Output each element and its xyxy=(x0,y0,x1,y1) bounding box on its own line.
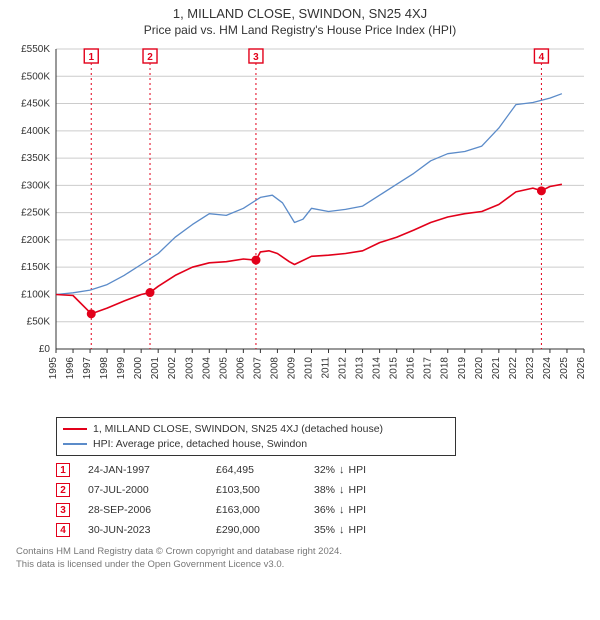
svg-text:£400K: £400K xyxy=(21,126,50,137)
chart-title: 1, MILLAND CLOSE, SWINDON, SN25 4XJ xyxy=(0,6,600,21)
sale-diff-rel: HPI xyxy=(349,524,367,536)
sale-price: £290,000 xyxy=(216,524,296,536)
svg-text:2013: 2013 xyxy=(355,357,366,380)
sale-diff-pct: 36% xyxy=(314,504,335,516)
arrow-down-icon: ↓ xyxy=(339,504,345,516)
sale-date: 30-JUN-2023 xyxy=(88,524,198,536)
svg-text:1996: 1996 xyxy=(65,357,76,380)
svg-text:1997: 1997 xyxy=(82,357,93,380)
svg-text:2025: 2025 xyxy=(559,357,570,380)
svg-text:2026: 2026 xyxy=(576,357,587,380)
svg-text:2010: 2010 xyxy=(303,357,314,380)
svg-text:2014: 2014 xyxy=(372,357,383,380)
svg-text:2020: 2020 xyxy=(474,357,485,380)
legend: 1, MILLAND CLOSE, SWINDON, SN25 4XJ (det… xyxy=(56,417,456,456)
svg-text:2022: 2022 xyxy=(508,357,519,380)
chart-subtitle: Price paid vs. HM Land Registry's House … xyxy=(0,23,600,37)
svg-text:2007: 2007 xyxy=(252,357,263,380)
svg-text:2: 2 xyxy=(147,52,153,63)
legend-swatch xyxy=(63,443,87,445)
svg-text:2011: 2011 xyxy=(321,357,332,379)
arrow-down-icon: ↓ xyxy=(339,484,345,496)
svg-text:£150K: £150K xyxy=(21,262,50,273)
svg-text:2016: 2016 xyxy=(406,357,417,380)
svg-text:2005: 2005 xyxy=(218,357,229,380)
svg-text:£500K: £500K xyxy=(21,71,50,82)
sale-date: 07-JUL-2000 xyxy=(88,484,198,496)
svg-text:2008: 2008 xyxy=(269,357,280,380)
legend-label: 1, MILLAND CLOSE, SWINDON, SN25 4XJ (det… xyxy=(93,422,383,437)
svg-text:2003: 2003 xyxy=(184,357,195,380)
legend-label: HPI: Average price, detached house, Swin… xyxy=(93,437,307,452)
svg-text:2017: 2017 xyxy=(423,357,434,380)
svg-text:£350K: £350K xyxy=(21,153,50,164)
svg-text:£450K: £450K xyxy=(21,99,50,110)
sale-diff-rel: HPI xyxy=(349,484,367,496)
footer-line-2: This data is licensed under the Open Gov… xyxy=(16,559,584,571)
sales-row: 3 28-SEP-2006 £163,000 36% ↓ HPI xyxy=(56,500,584,520)
sale-diff: 38% ↓ HPI xyxy=(314,484,404,496)
sale-date: 24-JAN-1997 xyxy=(88,464,198,476)
sale-diff-rel: HPI xyxy=(349,504,367,516)
svg-text:2000: 2000 xyxy=(133,357,144,380)
svg-text:2002: 2002 xyxy=(167,357,178,380)
svg-text:1998: 1998 xyxy=(99,357,110,380)
footer-attribution: Contains HM Land Registry data © Crown c… xyxy=(16,546,584,571)
sales-table: 1 24-JAN-1997 £64,495 32% ↓ HPI 2 07-JUL-2000 £1… xyxy=(56,460,584,540)
sale-index-box: 3 xyxy=(56,503,70,517)
chart-svg: £0 £50K £100K £150K £200K £250K £300K £350K £400… xyxy=(0,41,600,411)
svg-text:£550K: £550K xyxy=(21,44,50,55)
svg-text:2023: 2023 xyxy=(525,357,536,380)
svg-text:1995: 1995 xyxy=(48,357,59,380)
price-chart: £0 £50K £100K £150K £200K £250K £300K £350K £400… xyxy=(0,41,600,411)
sale-diff: 36% ↓ HPI xyxy=(314,504,404,516)
svg-text:£0: £0 xyxy=(39,344,51,355)
svg-text:1999: 1999 xyxy=(116,357,127,380)
svg-text:2019: 2019 xyxy=(457,357,468,380)
sale-diff-pct: 35% xyxy=(314,524,335,536)
svg-text:2015: 2015 xyxy=(389,357,400,380)
legend-swatch xyxy=(63,428,87,430)
arrow-down-icon: ↓ xyxy=(339,464,345,476)
sale-index-box: 1 xyxy=(56,463,70,477)
svg-text:2009: 2009 xyxy=(286,357,297,380)
sale-diff-rel: HPI xyxy=(349,464,367,476)
legend-item: HPI: Average price, detached house, Swin… xyxy=(63,437,449,452)
svg-text:2012: 2012 xyxy=(338,357,349,380)
svg-text:4: 4 xyxy=(539,52,545,63)
svg-text:£100K: £100K xyxy=(21,289,50,300)
sale-diff: 32% ↓ HPI xyxy=(314,464,404,476)
svg-text:£250K: £250K xyxy=(21,208,50,219)
sales-row: 1 24-JAN-1997 £64,495 32% ↓ HPI xyxy=(56,460,584,480)
sale-date: 28-SEP-2006 xyxy=(88,504,198,516)
sales-row: 2 07-JUL-2000 £103,500 38% ↓ HPI xyxy=(56,480,584,500)
arrow-down-icon: ↓ xyxy=(339,524,345,536)
svg-text:2024: 2024 xyxy=(542,357,553,380)
svg-text:2001: 2001 xyxy=(150,357,161,380)
footer-line-1: Contains HM Land Registry data © Crown c… xyxy=(16,546,584,558)
legend-item: 1, MILLAND CLOSE, SWINDON, SN25 4XJ (det… xyxy=(63,422,449,437)
sale-diff-pct: 38% xyxy=(314,484,335,496)
svg-text:£200K: £200K xyxy=(21,235,50,246)
sale-index-box: 4 xyxy=(56,523,70,537)
svg-text:£300K: £300K xyxy=(21,180,50,191)
sale-diff-pct: 32% xyxy=(314,464,335,476)
svg-text:3: 3 xyxy=(253,52,259,63)
sale-price: £64,495 xyxy=(216,464,296,476)
svg-text:2004: 2004 xyxy=(201,357,212,380)
sales-row: 4 30-JUN-2023 £290,000 35% ↓ HPI xyxy=(56,520,584,540)
sale-diff: 35% ↓ HPI xyxy=(314,524,404,536)
svg-text:2018: 2018 xyxy=(440,357,451,380)
sale-index-box: 2 xyxy=(56,483,70,497)
svg-text:2006: 2006 xyxy=(235,357,246,380)
sale-price: £163,000 xyxy=(216,504,296,516)
svg-text:2021: 2021 xyxy=(491,357,502,380)
sale-price: £103,500 xyxy=(216,484,296,496)
svg-text:£50K: £50K xyxy=(27,317,51,328)
svg-text:1: 1 xyxy=(88,52,94,63)
